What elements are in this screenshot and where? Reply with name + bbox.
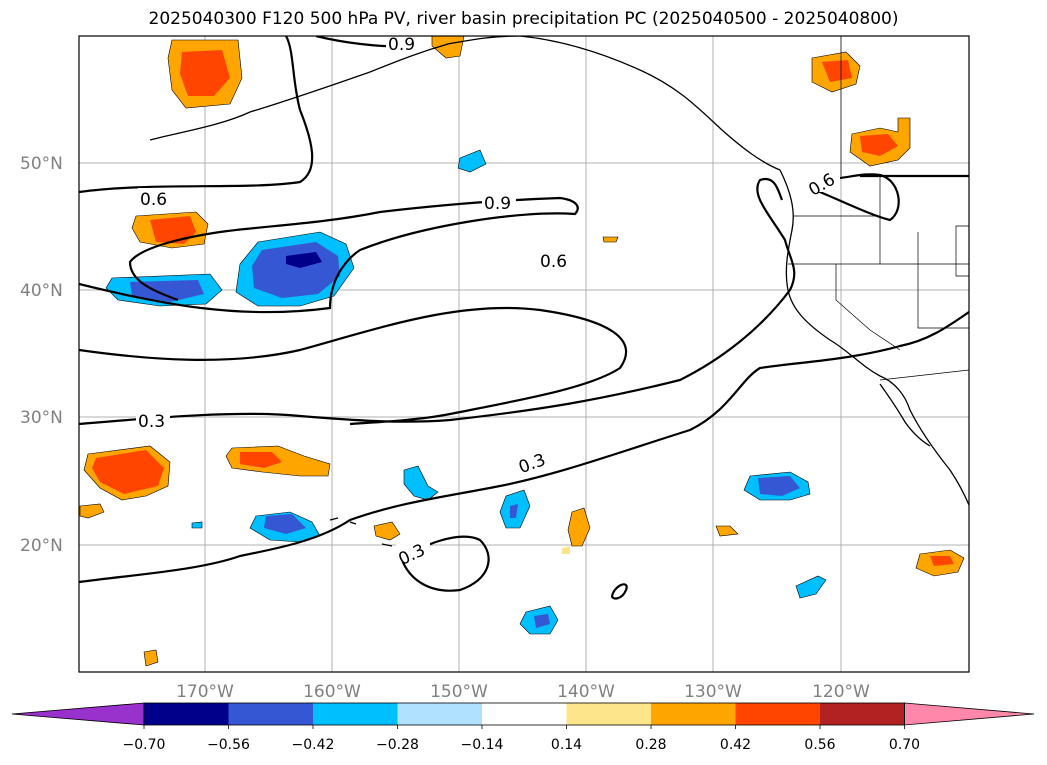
latitude-label: 40°N <box>20 281 63 301</box>
precip-blob-royal-blue <box>264 514 306 534</box>
precip-blob-sky-blue <box>191 521 203 529</box>
precip-blob-red <box>240 452 282 468</box>
colorbar-tick-label: −0.28 <box>376 737 419 753</box>
colorbar-segment-pale-blue <box>397 703 482 725</box>
contour-label: 0.6 <box>540 252 567 272</box>
colorbar-segment-light-yellow <box>566 703 651 725</box>
colorbar-tick-label: −0.70 <box>123 737 166 753</box>
colorbar-outline <box>143 702 905 726</box>
colorbar-segment-firebrick <box>820 703 905 725</box>
contour-label: 0.9 <box>484 194 511 214</box>
precip-blob-orange <box>431 36 465 59</box>
alaska-coastline <box>149 36 521 141</box>
colorbar-tick-label: 0.28 <box>635 737 666 753</box>
precip-blob-royal-blue <box>758 476 800 496</box>
contour-label: 0.3 <box>138 412 165 432</box>
latitude-label: 20°N <box>20 536 63 556</box>
gulf-of-alaska-coastline <box>519 36 781 171</box>
precip-blob-orange <box>715 525 739 537</box>
map-border <box>78 35 970 673</box>
precip-blob-navy <box>286 252 322 268</box>
longitude-label: 170°W <box>176 682 234 702</box>
longitude-label: 120°W <box>812 682 870 702</box>
pv-contour-line <box>79 36 314 194</box>
precip-blob-orange <box>567 507 591 547</box>
colorbar-segment-white <box>482 703 567 725</box>
north-america-west-coastline <box>779 169 969 506</box>
colorbar-tick-label: 0.70 <box>889 737 920 753</box>
gridlines <box>79 36 969 672</box>
colorbar-tick-label: 0.14 <box>551 737 582 753</box>
coastlines <box>149 36 969 553</box>
pv-contour-line <box>79 311 969 584</box>
longitude-label: 130°W <box>684 682 742 702</box>
precip-blob-orange <box>602 236 619 243</box>
pv-contour-line <box>400 535 490 592</box>
precip-blob-red <box>860 134 898 156</box>
precip-blob-sky-blue <box>795 575 827 599</box>
precip-blob-sky-blue <box>457 149 487 173</box>
precip-blob-red <box>180 50 230 96</box>
precip-blob-orange <box>143 649 159 667</box>
colorbar-tick-label: −0.42 <box>292 737 335 753</box>
map-title: 2025040300 F120 500 hPa PV, river basin … <box>148 9 899 29</box>
longitude-label: 150°W <box>430 682 488 702</box>
pv-contour-line <box>79 196 579 314</box>
colorbar-tick-label: −0.56 <box>207 737 250 753</box>
precip-blob-sky-blue <box>403 465 439 501</box>
colorbar-segment-red-orange <box>735 703 820 725</box>
colorbar-tick-label: 0.42 <box>720 737 751 753</box>
precip-blob-red <box>150 216 196 244</box>
baja-california-coastline <box>879 383 931 447</box>
pv-contour-line <box>610 583 628 600</box>
precip-blob-royal-blue <box>130 280 204 302</box>
latitude-labels: 50°N 40°N 30°N 20°N <box>20 154 63 556</box>
colorbar-segment-navy <box>144 703 229 725</box>
colorbar-tick-marks <box>143 725 905 729</box>
pv-contours <box>79 36 969 600</box>
precip-blob-royal-blue <box>510 504 518 518</box>
precip-blob-red <box>92 450 164 494</box>
latitude-label: 50°N <box>20 154 63 174</box>
pv-contour-line <box>79 177 796 426</box>
precip-blob-orange <box>79 503 105 519</box>
pv-contour-line <box>814 173 900 222</box>
longitude-labels: 170°W 160°W 150°W 140°W 130°W 120°W <box>176 682 870 702</box>
colorbar-tick-label: 0.56 <box>804 737 835 753</box>
precip-blob-orange <box>562 546 570 554</box>
precip-blob-royal-blue <box>534 614 550 628</box>
colorbar-segment-royal-blue <box>228 703 313 725</box>
contour-label: 0.9 <box>388 35 415 55</box>
latitude-label: 30°N <box>20 408 63 428</box>
colorbar-tick-label: −0.14 <box>461 737 504 753</box>
precip-blob-red <box>822 60 852 82</box>
colorbar: −0.70 −0.56 −0.42 −0.28 −0.14 0.14 0.28 … <box>11 702 1035 753</box>
precipitation-shading <box>79 36 965 667</box>
longitude-label: 140°W <box>557 682 615 702</box>
contour-label: 0.6 <box>140 190 167 210</box>
precip-blob-orange <box>373 521 401 541</box>
state-borders <box>788 36 969 381</box>
colorbar-segment-sky-blue <box>313 703 398 725</box>
map-frame-background <box>79 36 969 672</box>
pv-contour-line <box>79 306 627 426</box>
longitude-label: 160°W <box>303 682 361 702</box>
colorbar-segment-pink <box>904 702 1035 726</box>
precip-blob-red <box>930 556 954 566</box>
colorbar-segment-purple <box>11 702 145 726</box>
colorbar-segment-orange <box>651 703 736 725</box>
